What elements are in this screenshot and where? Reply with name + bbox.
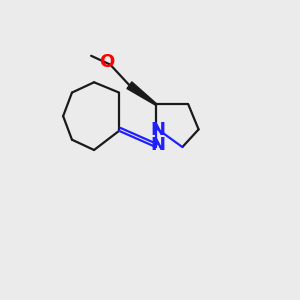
Polygon shape [127, 82, 156, 105]
Text: N: N [150, 121, 165, 139]
Text: N: N [150, 136, 165, 154]
Text: O: O [99, 53, 114, 71]
